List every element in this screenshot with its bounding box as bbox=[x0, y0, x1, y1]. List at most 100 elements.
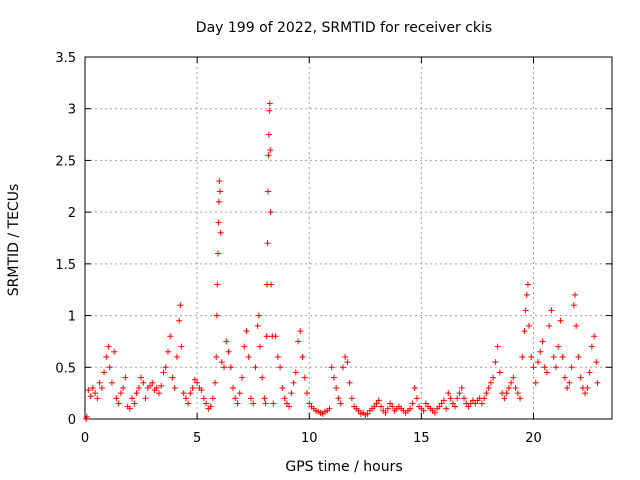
data-point bbox=[217, 229, 224, 236]
data-point bbox=[505, 384, 512, 391]
data-point bbox=[142, 395, 149, 402]
data-point bbox=[503, 390, 510, 397]
data-point bbox=[501, 395, 508, 402]
data-point bbox=[517, 395, 524, 402]
data-point bbox=[306, 400, 313, 407]
data-point bbox=[149, 379, 156, 386]
x-axis-label: GPS time / hours bbox=[285, 459, 402, 475]
data-point bbox=[283, 400, 290, 407]
data-point bbox=[384, 405, 391, 412]
grid bbox=[85, 57, 612, 419]
data-point bbox=[508, 379, 515, 386]
data-point bbox=[203, 400, 210, 407]
data-point bbox=[252, 364, 259, 371]
data-point bbox=[420, 407, 427, 414]
data-point bbox=[292, 369, 299, 376]
data-point bbox=[593, 359, 600, 366]
data-point bbox=[266, 107, 273, 114]
data-point bbox=[213, 312, 220, 319]
data-point bbox=[548, 307, 555, 314]
data-point bbox=[215, 219, 222, 226]
data-point bbox=[422, 400, 429, 407]
data-point bbox=[120, 384, 127, 391]
data-point bbox=[591, 333, 598, 340]
data-point bbox=[215, 198, 222, 205]
y-axis-label: SRMTID / TECUs bbox=[6, 184, 22, 297]
data-point bbox=[263, 333, 270, 340]
data-point bbox=[265, 131, 272, 138]
data-point bbox=[158, 382, 165, 389]
data-point bbox=[326, 405, 333, 412]
data-point bbox=[147, 382, 154, 389]
data-point bbox=[566, 379, 573, 386]
data-point bbox=[564, 384, 571, 391]
x-tick-label: 20 bbox=[525, 431, 542, 446]
data-point bbox=[559, 353, 566, 360]
data-point bbox=[454, 395, 461, 402]
data-point bbox=[510, 374, 517, 381]
x-axis: 0 5 10 15 20 bbox=[81, 57, 542, 446]
data-point bbox=[191, 376, 198, 383]
data-point bbox=[131, 400, 138, 407]
data-point bbox=[389, 403, 396, 410]
data-point bbox=[586, 369, 593, 376]
data-point bbox=[200, 395, 207, 402]
data-point bbox=[122, 374, 129, 381]
data-point bbox=[438, 400, 445, 407]
data-point bbox=[409, 400, 416, 407]
data-point bbox=[483, 390, 490, 397]
data-point bbox=[232, 395, 239, 402]
data-point bbox=[346, 379, 353, 386]
data-point bbox=[436, 403, 443, 410]
data-point bbox=[492, 359, 499, 366]
data-point bbox=[153, 384, 160, 391]
data-point bbox=[550, 353, 557, 360]
data-point bbox=[286, 403, 293, 410]
data-point bbox=[272, 333, 279, 340]
data-point bbox=[209, 395, 216, 402]
y-tick-label: 2 bbox=[68, 206, 76, 221]
data-point bbox=[447, 395, 454, 402]
data-point bbox=[571, 291, 578, 298]
data-point bbox=[301, 374, 308, 381]
data-point bbox=[89, 384, 96, 391]
data-point bbox=[490, 374, 497, 381]
data-point bbox=[573, 322, 580, 329]
data-point bbox=[279, 384, 286, 391]
data-point bbox=[472, 400, 479, 407]
data-point bbox=[290, 379, 297, 386]
data-point bbox=[198, 387, 205, 394]
data-point bbox=[570, 302, 577, 309]
data-point bbox=[245, 353, 252, 360]
data-point bbox=[225, 348, 232, 355]
data-point bbox=[344, 359, 351, 366]
data-point bbox=[523, 291, 530, 298]
data-point bbox=[140, 379, 147, 386]
data-point bbox=[348, 395, 355, 402]
data-point bbox=[135, 384, 142, 391]
data-point bbox=[223, 338, 230, 345]
data-point bbox=[83, 413, 90, 420]
data-point bbox=[373, 400, 380, 407]
data-point bbox=[250, 400, 257, 407]
data-point bbox=[413, 395, 420, 402]
data-points bbox=[83, 100, 601, 422]
data-point bbox=[108, 379, 115, 386]
data-point bbox=[105, 343, 112, 350]
x-tick-label: 15 bbox=[413, 431, 430, 446]
data-point bbox=[227, 364, 234, 371]
data-point bbox=[537, 348, 544, 355]
data-point bbox=[411, 384, 418, 391]
data-point bbox=[241, 343, 248, 350]
data-point bbox=[277, 364, 284, 371]
data-point bbox=[176, 317, 183, 324]
data-point bbox=[94, 395, 101, 402]
data-point bbox=[270, 400, 277, 407]
data-point bbox=[267, 147, 274, 154]
data-point bbox=[431, 409, 438, 416]
data-point bbox=[481, 395, 488, 402]
data-point bbox=[133, 390, 140, 397]
x-tick-label: 5 bbox=[193, 431, 201, 446]
data-point bbox=[386, 400, 393, 407]
y-tick-label: 0 bbox=[68, 413, 76, 428]
